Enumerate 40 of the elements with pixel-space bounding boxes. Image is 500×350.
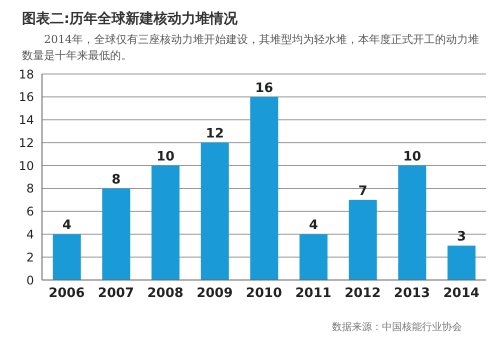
data-label: 3	[456, 230, 466, 245]
x-tick-label: 2011	[295, 286, 332, 302]
data-label: 10	[403, 150, 422, 165]
y-tick-label: 6	[26, 204, 34, 219]
y-tick-label: 18	[18, 67, 34, 82]
bar	[300, 234, 328, 280]
data-label: 4	[62, 218, 72, 234]
y-tick-label: 0	[26, 273, 34, 288]
y-tick-label: 16	[18, 90, 34, 104]
bar	[52, 234, 81, 280]
chart-title: 图表二:历年全球新建核动力堆情况	[21, 10, 239, 28]
y-tick-label: 14	[18, 113, 34, 128]
y-tick-label: 8	[26, 182, 34, 196]
bar	[102, 188, 130, 280]
bar	[152, 166, 180, 280]
x-tick-label: 2007	[98, 286, 134, 302]
x-tick-label: 2014	[443, 286, 480, 302]
x-tick-label: 2012	[344, 286, 381, 302]
chart-subtitle: 2014年，全球仅有三座核动力堆开始建设，其堆型均为轻水堆，本年度正式开工的动力堆数量是十年来最低的。	[21, 32, 480, 64]
x-tick-label: 2009	[196, 286, 233, 302]
y-tick-label: 12	[18, 136, 34, 150]
data-label: 12	[206, 126, 224, 142]
bar	[398, 166, 426, 280]
bar	[200, 142, 229, 280]
data-label: 7	[358, 184, 368, 199]
x-tick-label: 2008	[147, 286, 184, 302]
y-tick-label: 2	[26, 250, 34, 264]
x-tick-label: 2010	[246, 286, 282, 302]
y-tick-label: 10	[18, 158, 34, 173]
bar	[348, 200, 377, 280]
data-label: 8	[112, 172, 121, 188]
source-note: 数据来源：中国核能行业协会	[332, 320, 462, 334]
data-label: 4	[308, 218, 318, 234]
data-label: 10	[156, 150, 175, 165]
data-label: 16	[255, 80, 274, 96]
x-tick-label: 2006	[48, 286, 85, 302]
bar	[250, 96, 278, 280]
y-tick-label: 4	[26, 227, 34, 242]
x-tick-label: 2013	[394, 286, 430, 302]
bar	[448, 246, 476, 280]
